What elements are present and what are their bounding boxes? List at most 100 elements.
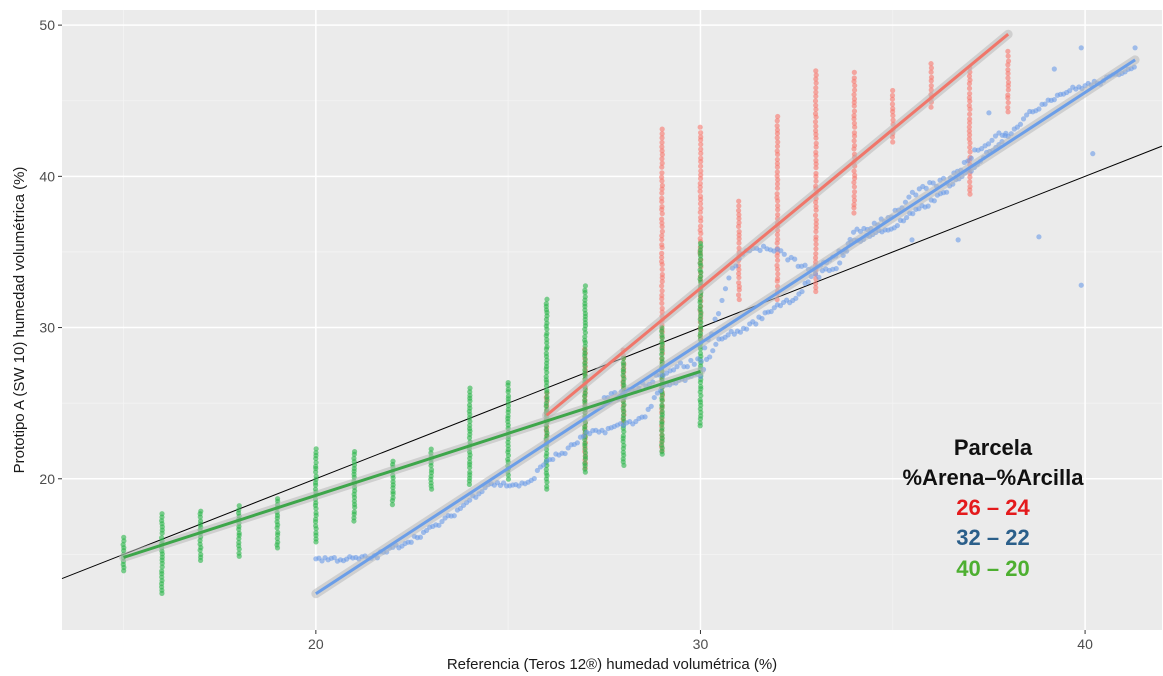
- point-26-24: [736, 236, 742, 242]
- point-32-22: [837, 260, 843, 266]
- point-40-20: [236, 539, 242, 546]
- point-32-22: [424, 527, 430, 534]
- point-26-24: [659, 131, 665, 137]
- point-40-20: [697, 350, 704, 356]
- point-40-20: [197, 541, 203, 547]
- point-32-22: [894, 222, 900, 229]
- point-26-24: [967, 179, 973, 185]
- point-32-22: [781, 251, 787, 257]
- point-26-24: [774, 164, 781, 170]
- point-26-24: [852, 82, 858, 89]
- point-26-24: [812, 280, 819, 287]
- point-40-20: [121, 534, 127, 540]
- point-26-24: [698, 172, 704, 178]
- point-40-20: [582, 283, 589, 289]
- point-32-22: [909, 237, 915, 243]
- point-40-20: [313, 510, 319, 516]
- point-26-24: [813, 165, 819, 171]
- point-32-22: [439, 518, 445, 525]
- point-40-20: [582, 453, 588, 460]
- point-32-22: [719, 297, 725, 304]
- point-40-20: [620, 433, 626, 439]
- point-32-22: [642, 414, 648, 420]
- point-26-24: [1005, 58, 1012, 64]
- point-32-22: [900, 218, 907, 224]
- point-26-24: [775, 212, 781, 218]
- point-26-24: [697, 235, 703, 242]
- point-40-20: [659, 402, 665, 408]
- point-32-22: [753, 321, 759, 327]
- point-26-24: [851, 184, 858, 190]
- point-40-20: [697, 420, 703, 426]
- point-32-22: [1036, 234, 1042, 240]
- major-gridlines: [62, 10, 1162, 630]
- point-26-24: [775, 271, 781, 277]
- point-26-24: [966, 136, 972, 142]
- point-26-24: [813, 140, 819, 146]
- point-26-24: [736, 274, 742, 281]
- point-26-24: [698, 205, 704, 211]
- point-26-24: [774, 135, 780, 141]
- point-26-24: [659, 170, 665, 176]
- point-26-24: [967, 144, 973, 150]
- point-40-20: [390, 479, 396, 485]
- point-40-20: [582, 390, 588, 396]
- point-26-24: [890, 112, 896, 119]
- point-26-24: [813, 288, 819, 295]
- point-26-24: [774, 191, 780, 197]
- point-26-24: [697, 209, 703, 215]
- point-26-24: [659, 254, 665, 261]
- point-32-22: [715, 311, 722, 317]
- point-26-24: [736, 296, 742, 303]
- point-40-20: [467, 422, 473, 428]
- point-26-24: [928, 61, 934, 67]
- point-40-20: [582, 287, 588, 293]
- point-26-24: [698, 168, 704, 174]
- point-26-24: [966, 85, 973, 91]
- point-26-24: [928, 83, 934, 89]
- point-26-24: [659, 144, 665, 150]
- point-26-24: [698, 155, 704, 161]
- point-40-20: [351, 509, 357, 515]
- point-26-24: [774, 195, 780, 201]
- point-26-24: [775, 139, 781, 145]
- point-40-20: [659, 395, 665, 401]
- point-26-24: [659, 156, 665, 162]
- point-26-24: [813, 144, 819, 150]
- point-40-20: [697, 256, 704, 263]
- point-26-24: [851, 75, 857, 81]
- point-26-24: [812, 212, 819, 218]
- y-axis-ticks: 20 30 40 50: [39, 17, 62, 487]
- point-26-24: [966, 95, 973, 101]
- point-40-20: [467, 389, 473, 395]
- point-40-20: [659, 409, 665, 415]
- point-26-24: [813, 80, 819, 86]
- point-32-22: [540, 462, 547, 468]
- point-26-24: [659, 139, 665, 146]
- point-26-24: [812, 111, 819, 117]
- point-26-24: [812, 98, 819, 104]
- point-26-24: [851, 179, 857, 186]
- point-26-24: [966, 103, 972, 109]
- point-40-20: [236, 550, 242, 556]
- point-32-22: [850, 229, 857, 235]
- point-32-22: [1078, 282, 1084, 288]
- point-26-24: [852, 172, 858, 178]
- point-26-24: [812, 255, 819, 261]
- point-26-24: [659, 266, 665, 272]
- point-40-20: [467, 469, 473, 475]
- point-40-20: [582, 446, 588, 452]
- point-26-24: [659, 250, 665, 256]
- point-40-20: [428, 446, 434, 452]
- point-26-24: [659, 164, 665, 170]
- point-40-20: [467, 459, 473, 465]
- point-40-20: [274, 535, 280, 542]
- point-32-22: [913, 192, 919, 198]
- fit-line-1: [315, 58, 1136, 595]
- point-40-20: [389, 502, 396, 508]
- point-32-22: [712, 316, 718, 322]
- point-26-24: [659, 152, 665, 158]
- y-tick-label: 30: [39, 320, 55, 336]
- point-40-20: [236, 507, 242, 513]
- point-32-22: [648, 403, 654, 409]
